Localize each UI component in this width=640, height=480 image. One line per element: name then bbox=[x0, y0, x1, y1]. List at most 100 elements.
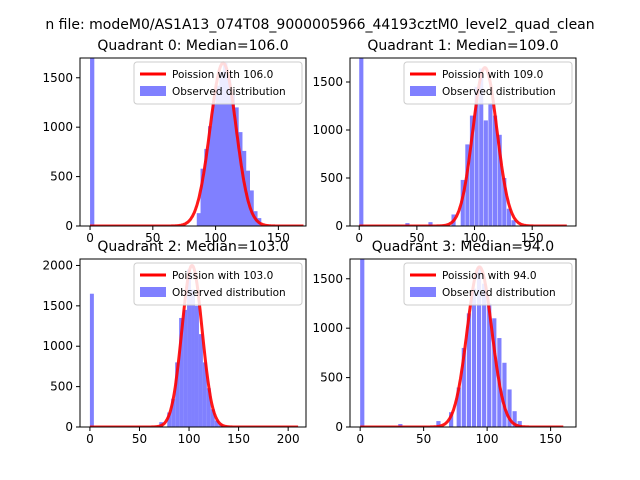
legend-hist-swatch bbox=[410, 86, 436, 96]
histogram-bar bbox=[89, 293, 94, 427]
x-tick-label: 50 bbox=[409, 231, 424, 245]
histogram-bar bbox=[214, 420, 219, 427]
legend-box bbox=[133, 61, 303, 105]
legend-hist-swatch bbox=[410, 287, 436, 297]
histogram-bar bbox=[234, 107, 239, 226]
x-tick-label: 150 bbox=[267, 231, 290, 245]
legend: Poission with 103.0 Observed distribution bbox=[133, 262, 303, 306]
x-tick-label: 100 bbox=[204, 231, 227, 245]
legend-box bbox=[403, 262, 573, 306]
legend-fit-label: Poission with 103.0 bbox=[172, 270, 273, 282]
histogram-bar bbox=[211, 104, 217, 226]
y-tick-label: 0 bbox=[65, 219, 73, 233]
plot-area bbox=[359, 259, 565, 427]
subplot-title: Quadrant 1: Median=109.0 bbox=[367, 38, 558, 54]
y-tick-label: 500 bbox=[50, 170, 73, 184]
histogram-bar bbox=[512, 411, 517, 427]
histogram-bar bbox=[436, 421, 441, 427]
x-tick-label: 50 bbox=[416, 432, 431, 446]
legend: Poission with 109.0 Observed distribution bbox=[403, 61, 573, 105]
histogram-bar bbox=[171, 398, 176, 427]
x-tick-label: 150 bbox=[521, 231, 544, 245]
histogram-bar bbox=[449, 412, 454, 427]
histogram-bar bbox=[215, 85, 220, 226]
legend-fit-label: Poission with 94.0 bbox=[442, 270, 537, 282]
histogram-bar bbox=[200, 168, 205, 226]
histogram-bar bbox=[210, 409, 215, 427]
histogram-bar bbox=[202, 362, 207, 427]
histogram-bar bbox=[497, 134, 502, 226]
histogram-bar bbox=[511, 220, 516, 226]
histogram-bar bbox=[479, 68, 484, 226]
histogram-bar bbox=[198, 334, 203, 427]
legend-box bbox=[133, 262, 303, 306]
legend-hist-label: Observed distribution bbox=[172, 287, 286, 299]
legend-hist-label: Observed distribution bbox=[442, 86, 556, 98]
histogram-bar bbox=[465, 144, 470, 226]
y-tick-label: 500 bbox=[50, 380, 73, 394]
histogram-bar bbox=[206, 388, 211, 427]
legend-box bbox=[403, 61, 573, 105]
x-tick-label: 100 bbox=[463, 231, 486, 245]
x-tick-label: 150 bbox=[539, 432, 562, 446]
histogram-bar bbox=[183, 309, 188, 427]
histogram-bar bbox=[492, 318, 497, 427]
histogram-bar bbox=[204, 148, 209, 226]
histogram-bar bbox=[507, 389, 512, 427]
histogram-bar bbox=[196, 213, 202, 226]
histogram-bar bbox=[492, 115, 498, 226]
legend: Poission with 106.0 Observed distribution bbox=[133, 61, 303, 105]
histogram-bar bbox=[517, 421, 522, 427]
axes-frame bbox=[349, 57, 577, 227]
legend-fit-label: Poission with 109.0 bbox=[442, 69, 543, 81]
histogram-bar bbox=[487, 303, 492, 427]
histogram-bar bbox=[456, 387, 461, 427]
x-tick-label: 100 bbox=[476, 432, 499, 446]
x-tick-label: 50 bbox=[145, 231, 160, 245]
histogram-bar bbox=[179, 317, 184, 427]
histogram-bar bbox=[359, 58, 364, 226]
figure-suptitle: n file: modeM0/AS1A13_074T08_9000005966_… bbox=[45, 17, 594, 33]
poisson-fit-line bbox=[359, 265, 565, 427]
subplot-title: Quadrant 2: Median=103.0 bbox=[97, 239, 288, 255]
y-tick-label: 0 bbox=[65, 420, 73, 434]
y-tick-label: 1000 bbox=[312, 321, 343, 335]
histogram-bar bbox=[461, 347, 466, 427]
histogram-bar bbox=[428, 222, 433, 226]
y-tick-label: 0 bbox=[335, 219, 343, 233]
x-tick-label: 0 bbox=[355, 231, 363, 245]
histogram-bar bbox=[360, 259, 365, 427]
x-tick-label: 0 bbox=[356, 432, 364, 446]
x-tick-label: 0 bbox=[86, 231, 94, 245]
legend-hist-label: Observed distribution bbox=[172, 86, 286, 98]
histogram-bar bbox=[167, 412, 172, 427]
histogram-bar bbox=[488, 103, 493, 226]
histogram-bar bbox=[471, 288, 477, 427]
legend-hist-swatch bbox=[140, 86, 166, 96]
y-tick-label: 1000 bbox=[42, 339, 73, 353]
histogram-bar bbox=[483, 120, 488, 226]
legend-fit-label: Poission with 106.0 bbox=[172, 69, 273, 81]
histogram-bar bbox=[502, 178, 507, 226]
y-tick-label: 1000 bbox=[312, 123, 343, 137]
legend-hist-swatch bbox=[140, 287, 166, 297]
axes-frame bbox=[79, 258, 307, 428]
histogram-bar bbox=[506, 208, 511, 226]
x-tick-label: 100 bbox=[178, 432, 201, 446]
histogram-bar bbox=[226, 77, 232, 226]
x-tick-label: 50 bbox=[132, 432, 147, 446]
histogram-bar bbox=[208, 126, 213, 226]
histogram-bar bbox=[187, 269, 192, 427]
y-tick-label: 500 bbox=[320, 371, 343, 385]
histogram-bar bbox=[191, 289, 195, 427]
histogram-bar bbox=[223, 62, 228, 226]
y-tick-label: 0 bbox=[335, 420, 343, 434]
subplot-title: Quadrant 3: Median=94.0 bbox=[372, 239, 554, 255]
axes-frame bbox=[349, 258, 577, 428]
legend: Poission with 94.0 Observed distribution bbox=[403, 262, 573, 306]
histogram-bar bbox=[474, 86, 479, 226]
x-tick-label: 150 bbox=[227, 432, 250, 446]
